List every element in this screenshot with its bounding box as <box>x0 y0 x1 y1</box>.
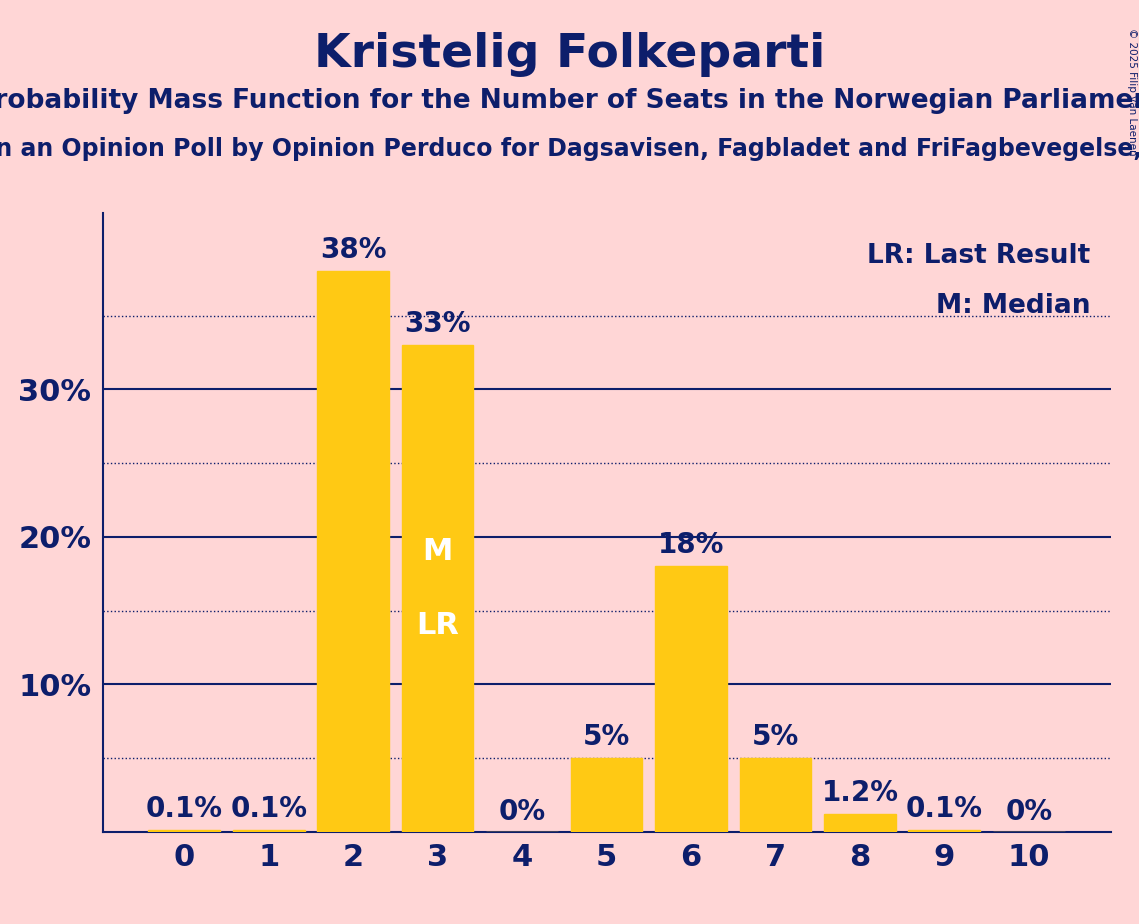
Bar <box>318 272 390 832</box>
Text: 0%: 0% <box>1006 797 1052 826</box>
Text: M: Median: M: Median <box>936 293 1090 319</box>
Text: 0%: 0% <box>499 797 546 826</box>
Bar <box>823 814 895 832</box>
Text: 1.2%: 1.2% <box>821 779 899 807</box>
Text: Kristelig Folkeparti: Kristelig Folkeparti <box>314 32 825 78</box>
Bar <box>402 346 474 832</box>
Text: M: M <box>423 537 453 566</box>
Text: 0.1%: 0.1% <box>230 795 308 822</box>
Text: Based on an Opinion Poll by Opinion Perduco for Dagsavisen, Fagbladet and FriFag: Based on an Opinion Poll by Opinion Perd… <box>0 137 1139 161</box>
Text: © 2025 Filip van Laenen: © 2025 Filip van Laenen <box>1126 28 1137 155</box>
Bar <box>571 758 642 832</box>
Text: 0.1%: 0.1% <box>146 795 223 822</box>
Bar <box>148 830 220 832</box>
Text: 38%: 38% <box>320 237 386 264</box>
Bar <box>655 566 727 832</box>
Text: Probability Mass Function for the Number of Seats in the Norwegian Parliament: Probability Mass Function for the Number… <box>0 88 1139 114</box>
Text: 5%: 5% <box>752 723 800 750</box>
Bar <box>909 830 981 832</box>
Bar <box>739 758 811 832</box>
Text: LR: Last Result: LR: Last Result <box>867 244 1090 270</box>
Text: LR: LR <box>416 611 459 639</box>
Text: 18%: 18% <box>658 531 724 559</box>
Text: 0.1%: 0.1% <box>906 795 983 822</box>
Text: 33%: 33% <box>404 310 470 338</box>
Bar <box>232 830 304 832</box>
Text: 5%: 5% <box>583 723 630 750</box>
